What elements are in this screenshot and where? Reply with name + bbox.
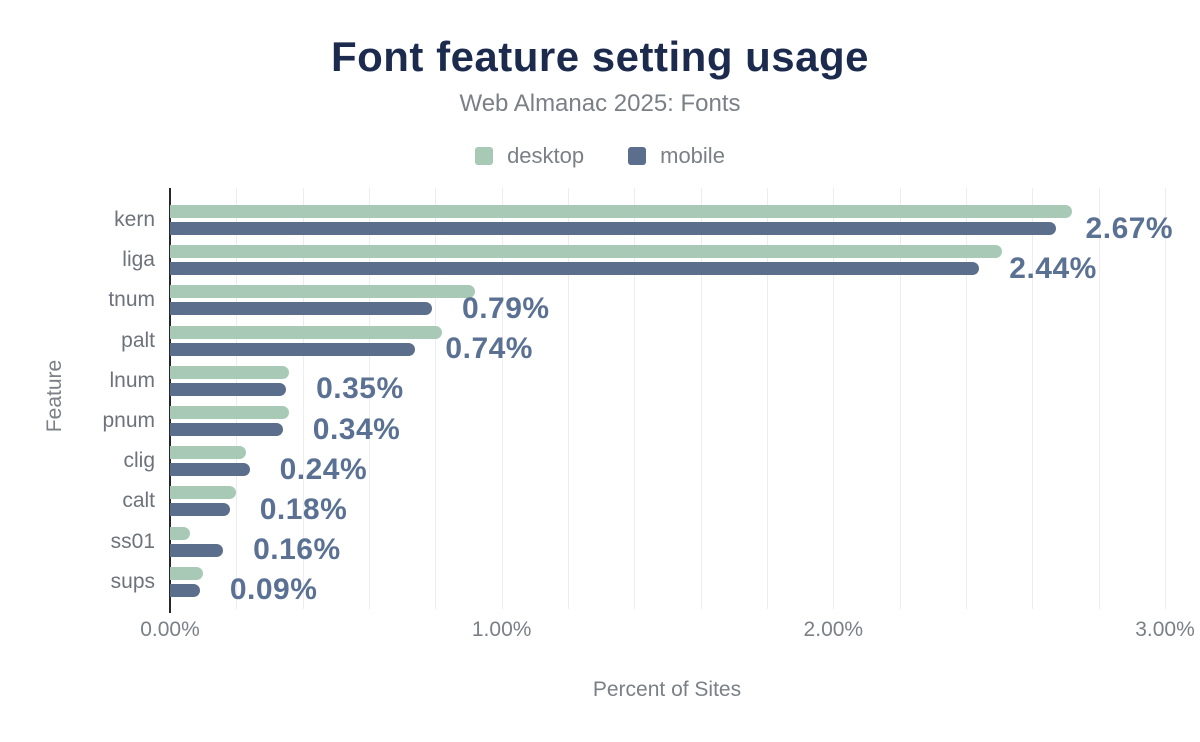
bar-desktop-pnum (170, 406, 290, 419)
x-tick-label-0.00%: 0.00% (140, 618, 200, 641)
x-axis-title: Percent of Sites (592, 678, 742, 701)
gridline (1032, 188, 1034, 609)
bar-desktop-liga (170, 245, 1003, 259)
value-label-tnum: 0.79% (462, 291, 550, 325)
category-label-kern: kern (114, 208, 155, 231)
bar-mobile-lnum (170, 382, 287, 396)
bar-desktop-clig (170, 446, 247, 460)
bar-desktop-sups (170, 566, 204, 580)
gridline (501, 188, 503, 609)
gridline (1098, 188, 1100, 609)
value-label-sups: 0.09% (229, 573, 318, 607)
legend-label-mobile: mobile (660, 143, 725, 168)
gridline (700, 188, 702, 609)
value-label-lnum: 0.35% (316, 372, 404, 406)
category-label-tnum: tnum (108, 288, 155, 312)
bar-mobile-palt (170, 342, 416, 356)
gridline (966, 188, 967, 609)
bar-desktop-lnum (170, 365, 290, 379)
bar-mobile-liga (170, 262, 980, 276)
bar-mobile-kern (170, 222, 1056, 235)
gridline (236, 188, 238, 609)
bar-mobile-tnum (170, 302, 433, 316)
x-tick-label-3.00%: 3.00% (1135, 618, 1195, 641)
value-label-ss01: 0.16% (253, 533, 341, 567)
bar-mobile-pnum (170, 423, 283, 436)
value-label-kern: 2.67% (1085, 211, 1174, 245)
bar-desktop-ss01 (170, 526, 190, 540)
category-label-calt: calt (122, 489, 155, 513)
value-label-pnum: 0.34% (312, 412, 401, 446)
bar-desktop-tnum (170, 285, 476, 299)
chart-subtitle: Web Almanac 2025: Fonts (459, 90, 741, 117)
value-label-liga: 2.44% (1009, 251, 1097, 285)
x-tick-label-2.00%: 2.00% (803, 618, 864, 641)
category-label-liga: liga (122, 248, 155, 272)
value-label-palt: 0.74% (445, 332, 533, 366)
category-label-ss01: ss01 (110, 529, 155, 553)
legend: desktop mobile (0, 143, 1200, 169)
bar-desktop-calt (170, 486, 237, 500)
gridline (833, 188, 835, 609)
value-label-clig: 0.24% (279, 452, 368, 486)
gridline (369, 188, 370, 609)
legend-swatch-mobile (628, 147, 647, 165)
category-label-pnum: pnum (102, 409, 155, 432)
bar-mobile-calt (170, 503, 230, 517)
gridline (899, 188, 901, 609)
bar-mobile-sups (170, 583, 200, 597)
legend-item-mobile: mobile (628, 143, 725, 169)
bar-desktop-palt (170, 325, 442, 339)
gridline (1165, 188, 1166, 609)
y-axis-line (169, 188, 171, 613)
chart-title: Font feature setting usage (330, 33, 870, 80)
legend-item-desktop: desktop (475, 143, 584, 169)
gridline (302, 188, 304, 609)
gridline (568, 188, 569, 609)
category-label-clig: clig (123, 449, 155, 473)
legend-label-desktop: desktop (507, 143, 585, 168)
gridline (634, 188, 636, 609)
gridline (435, 188, 437, 609)
category-label-sups: sups (110, 569, 155, 593)
bar-desktop-kern (170, 205, 1073, 218)
bar-mobile-clig (170, 463, 250, 477)
bar-mobile-ss01 (170, 543, 224, 557)
legend-swatch-desktop (475, 147, 494, 165)
gridline (767, 188, 768, 609)
category-label-palt: palt (121, 328, 155, 352)
value-label-calt: 0.18% (259, 492, 348, 526)
category-label-lnum: lnum (109, 368, 155, 392)
x-tick-label-1.00%: 1.00% (471, 618, 532, 641)
